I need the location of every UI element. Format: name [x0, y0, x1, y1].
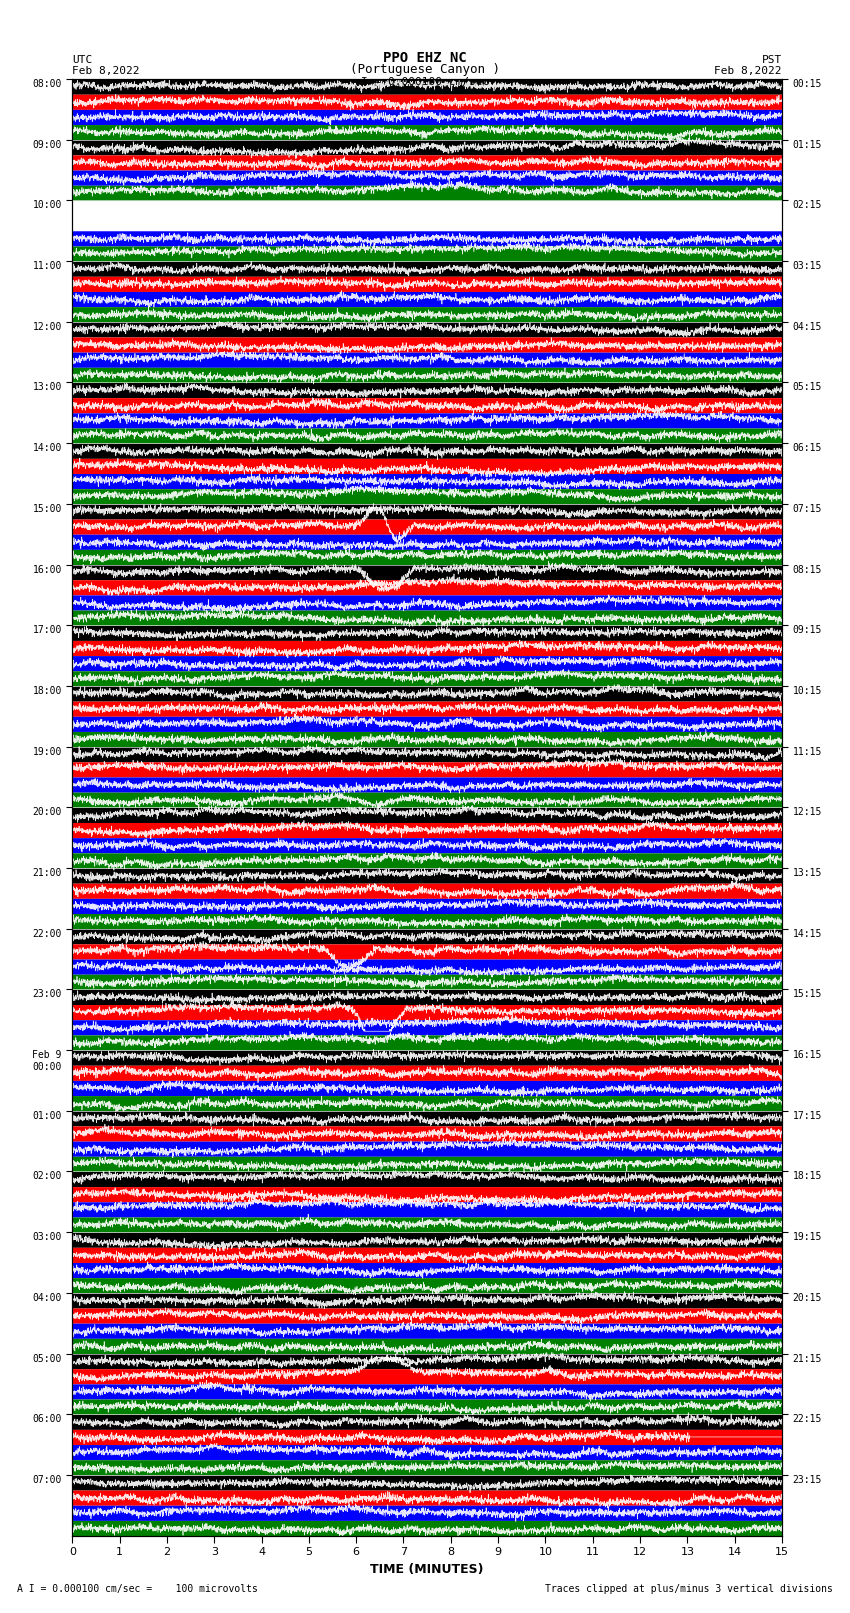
X-axis label: TIME (MINUTES): TIME (MINUTES)	[371, 1563, 484, 1576]
Text: Feb 8,2022: Feb 8,2022	[715, 66, 782, 76]
Text: Traces clipped at plus/minus 3 vertical divisions: Traces clipped at plus/minus 3 vertical …	[545, 1584, 833, 1594]
Text: UTC: UTC	[72, 55, 93, 65]
Text: Feb 8,2022: Feb 8,2022	[72, 66, 139, 76]
Text: PPO EHZ NC: PPO EHZ NC	[383, 50, 467, 65]
Text: (Portuguese Canyon ): (Portuguese Canyon )	[350, 63, 500, 76]
Text: A I = 0.000100 cm/sec =    100 microvolts: A I = 0.000100 cm/sec = 100 microvolts	[17, 1584, 258, 1594]
Text: I = 0.000100 cm/sec: I = 0.000100 cm/sec	[361, 77, 489, 87]
Text: PST: PST	[762, 55, 782, 65]
